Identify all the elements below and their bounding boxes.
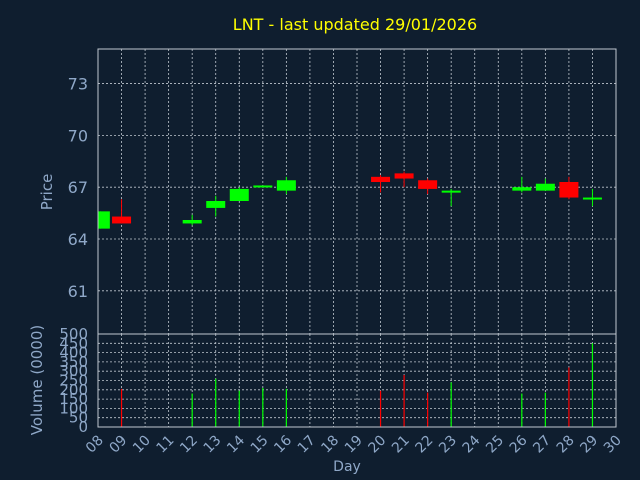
x-tick-label: 10 bbox=[130, 433, 154, 457]
candle-body bbox=[371, 176, 391, 182]
price-y-tick-label: 70 bbox=[68, 126, 88, 145]
price-y-tick-label: 61 bbox=[68, 282, 88, 301]
x-tick-label: 30 bbox=[601, 433, 625, 457]
candle-body bbox=[206, 201, 226, 208]
x-axis-label: Day bbox=[333, 459, 361, 475]
volume-bars bbox=[120, 343, 594, 427]
candle-body bbox=[535, 183, 555, 191]
x-tick-label: 18 bbox=[318, 433, 342, 457]
price-axis-label: Price bbox=[38, 174, 56, 211]
x-tick-label: 09 bbox=[106, 433, 130, 457]
x-tick-label: 21 bbox=[389, 433, 413, 457]
x-tick-label: 16 bbox=[271, 432, 295, 456]
candle-body bbox=[182, 220, 202, 224]
x-tick-label: 08 bbox=[83, 433, 107, 457]
x-tick-label: 24 bbox=[460, 432, 484, 456]
x-tick-label: 12 bbox=[177, 433, 201, 457]
candle-body bbox=[98, 211, 110, 229]
candle-body bbox=[229, 188, 249, 201]
volume-y-tick-label: 150 bbox=[59, 390, 88, 408]
x-tick-label: 17 bbox=[295, 433, 319, 457]
price-y-tick-label: 67 bbox=[68, 178, 88, 197]
x-tick-label: 22 bbox=[413, 433, 437, 457]
candle-body bbox=[394, 173, 414, 179]
volume-y-tick-label: 500 bbox=[59, 325, 88, 343]
volume-y-tick-label: 350 bbox=[59, 353, 88, 371]
x-tick-labels: 08 09 10 11 12 13 14 15 16 17 18 19 20 21 22 23 24 25 26 27… bbox=[83, 432, 625, 456]
candle-body bbox=[276, 180, 296, 191]
price-y-tick-labels: 61 64 67 70 73 bbox=[68, 75, 88, 301]
x-tick-label: 11 bbox=[154, 433, 178, 457]
volume-panel-frame bbox=[97, 333, 617, 428]
x-tick-label: 23 bbox=[436, 433, 460, 457]
price-panel-frame bbox=[97, 48, 617, 335]
price-candles bbox=[98, 171, 602, 229]
volume-y-tick-label: 450 bbox=[59, 334, 88, 352]
x-tick-label: 19 bbox=[342, 433, 366, 457]
volume-y-tick-label: 50 bbox=[69, 409, 88, 427]
x-tick-label: 14 bbox=[224, 432, 248, 456]
volume-grid bbox=[97, 333, 617, 428]
price-grid bbox=[97, 49, 617, 334]
volume-y-tick-label: 400 bbox=[59, 344, 88, 362]
x-tick-label: 13 bbox=[201, 433, 225, 457]
x-tick-label: 29 bbox=[577, 433, 601, 457]
volume-axis-label: Volume (0000) bbox=[28, 325, 46, 435]
volume-y-tick-label: 300 bbox=[59, 362, 88, 380]
volume-y-tick-label: 250 bbox=[59, 372, 88, 390]
volume-y-tick-label: 0 bbox=[78, 418, 88, 436]
candle-body bbox=[559, 182, 579, 198]
volume-y-tick-label: 200 bbox=[59, 381, 88, 399]
candle-body bbox=[418, 180, 438, 189]
candle-body bbox=[582, 197, 602, 200]
candle-body bbox=[512, 187, 532, 191]
x-tick-label: 20 bbox=[365, 433, 389, 457]
chart-title: LNT - last updated 29/01/2026 bbox=[233, 15, 477, 34]
candle-body bbox=[253, 185, 273, 188]
price-y-tick-label: 73 bbox=[68, 75, 88, 94]
price-y-tick-label: 64 bbox=[68, 230, 88, 249]
x-tick-label: 26 bbox=[507, 432, 531, 456]
x-tick-label: 25 bbox=[483, 433, 507, 457]
x-tick-label: 28 bbox=[554, 433, 578, 457]
candle-body bbox=[441, 190, 461, 193]
x-tick-label: 27 bbox=[530, 433, 554, 457]
volume-y-tick-label: 100 bbox=[59, 399, 88, 417]
candle-body bbox=[112, 216, 132, 224]
x-tick-label: 15 bbox=[248, 433, 272, 457]
